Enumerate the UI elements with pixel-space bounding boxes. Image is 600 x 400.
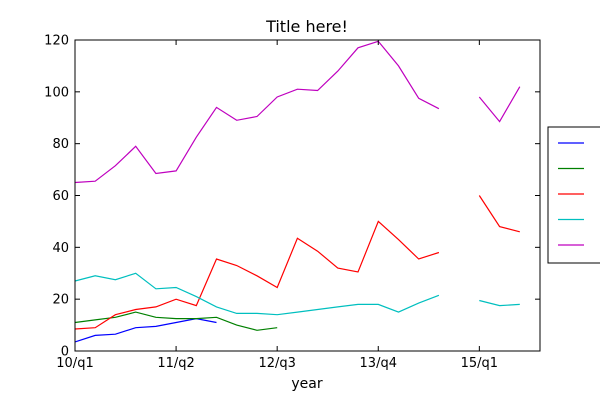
- y-tick-label: 60: [52, 189, 69, 204]
- series-2-line-segment-1: [74, 311, 278, 331]
- y-tick-label: 100: [44, 85, 69, 100]
- series-4-line-segment-1: [74, 272, 440, 316]
- y-tick-label: 40: [52, 241, 69, 256]
- x-tick-label: 11/q2: [157, 356, 194, 371]
- y-tick-label: 20: [52, 293, 69, 308]
- series-5-line-segment-2: [478, 86, 521, 123]
- series-3-line-segment-2: [478, 195, 520, 233]
- chart-title: Title here!: [265, 17, 348, 36]
- x-tick-label: 10/q1: [56, 356, 93, 371]
- legend: [547, 126, 600, 264]
- y-tick-label: 120: [44, 34, 69, 49]
- axes-layer: 0 20 40 60 80 100 120 10/q1 11/q2 12/q3 13/q4 15/q1: [44, 34, 540, 371]
- series-4-line-segment-2: [479, 299, 520, 307]
- x-tick-label: 12/q3: [258, 356, 295, 371]
- y-tick-label: 80: [52, 137, 69, 152]
- x-tick-label: 15/q1: [461, 356, 498, 371]
- x-tick-label: 13/q4: [360, 356, 397, 371]
- series-1-line-segment-1: [74, 317, 217, 343]
- series-3-line-segment-1: [74, 220, 440, 330]
- y-tick-label: 0: [61, 345, 69, 360]
- x-axis-label: year: [291, 376, 322, 392]
- legend-box: [547, 126, 600, 264]
